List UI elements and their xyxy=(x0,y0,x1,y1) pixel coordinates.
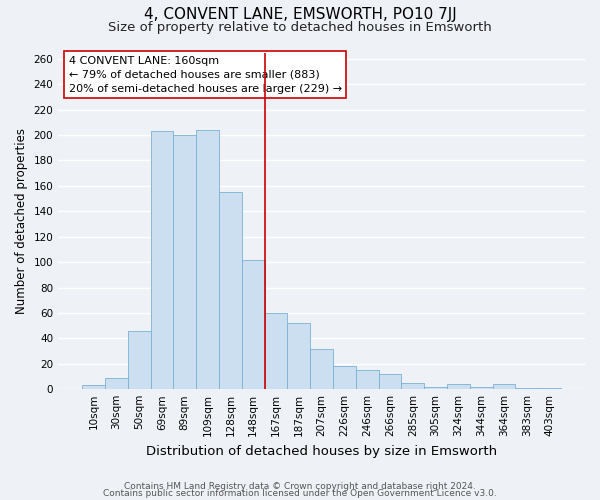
Bar xyxy=(379,374,401,389)
Text: Contains HM Land Registry data © Crown copyright and database right 2024.: Contains HM Land Registry data © Crown c… xyxy=(124,482,476,491)
Bar xyxy=(173,135,196,389)
Bar xyxy=(128,330,151,389)
Bar xyxy=(151,132,173,389)
Text: Contains public sector information licensed under the Open Government Licence v3: Contains public sector information licen… xyxy=(103,489,497,498)
Bar xyxy=(265,313,287,389)
X-axis label: Distribution of detached houses by size in Emsworth: Distribution of detached houses by size … xyxy=(146,444,497,458)
Bar xyxy=(447,384,470,389)
Bar xyxy=(105,378,128,389)
Bar xyxy=(242,260,265,389)
Bar xyxy=(538,388,561,389)
Bar xyxy=(287,323,310,389)
Bar xyxy=(310,348,333,389)
Y-axis label: Number of detached properties: Number of detached properties xyxy=(15,128,28,314)
Bar xyxy=(424,386,447,389)
Text: 4, CONVENT LANE, EMSWORTH, PO10 7JJ: 4, CONVENT LANE, EMSWORTH, PO10 7JJ xyxy=(143,8,457,22)
Bar xyxy=(219,192,242,389)
Bar xyxy=(493,384,515,389)
Text: Size of property relative to detached houses in Emsworth: Size of property relative to detached ho… xyxy=(108,21,492,34)
Bar xyxy=(333,366,356,389)
Bar xyxy=(82,386,105,389)
Bar xyxy=(515,388,538,389)
Bar xyxy=(356,370,379,389)
Bar xyxy=(401,383,424,389)
Bar xyxy=(196,130,219,389)
Bar xyxy=(470,386,493,389)
Text: 4 CONVENT LANE: 160sqm
← 79% of detached houses are smaller (883)
20% of semi-de: 4 CONVENT LANE: 160sqm ← 79% of detached… xyxy=(69,56,342,94)
